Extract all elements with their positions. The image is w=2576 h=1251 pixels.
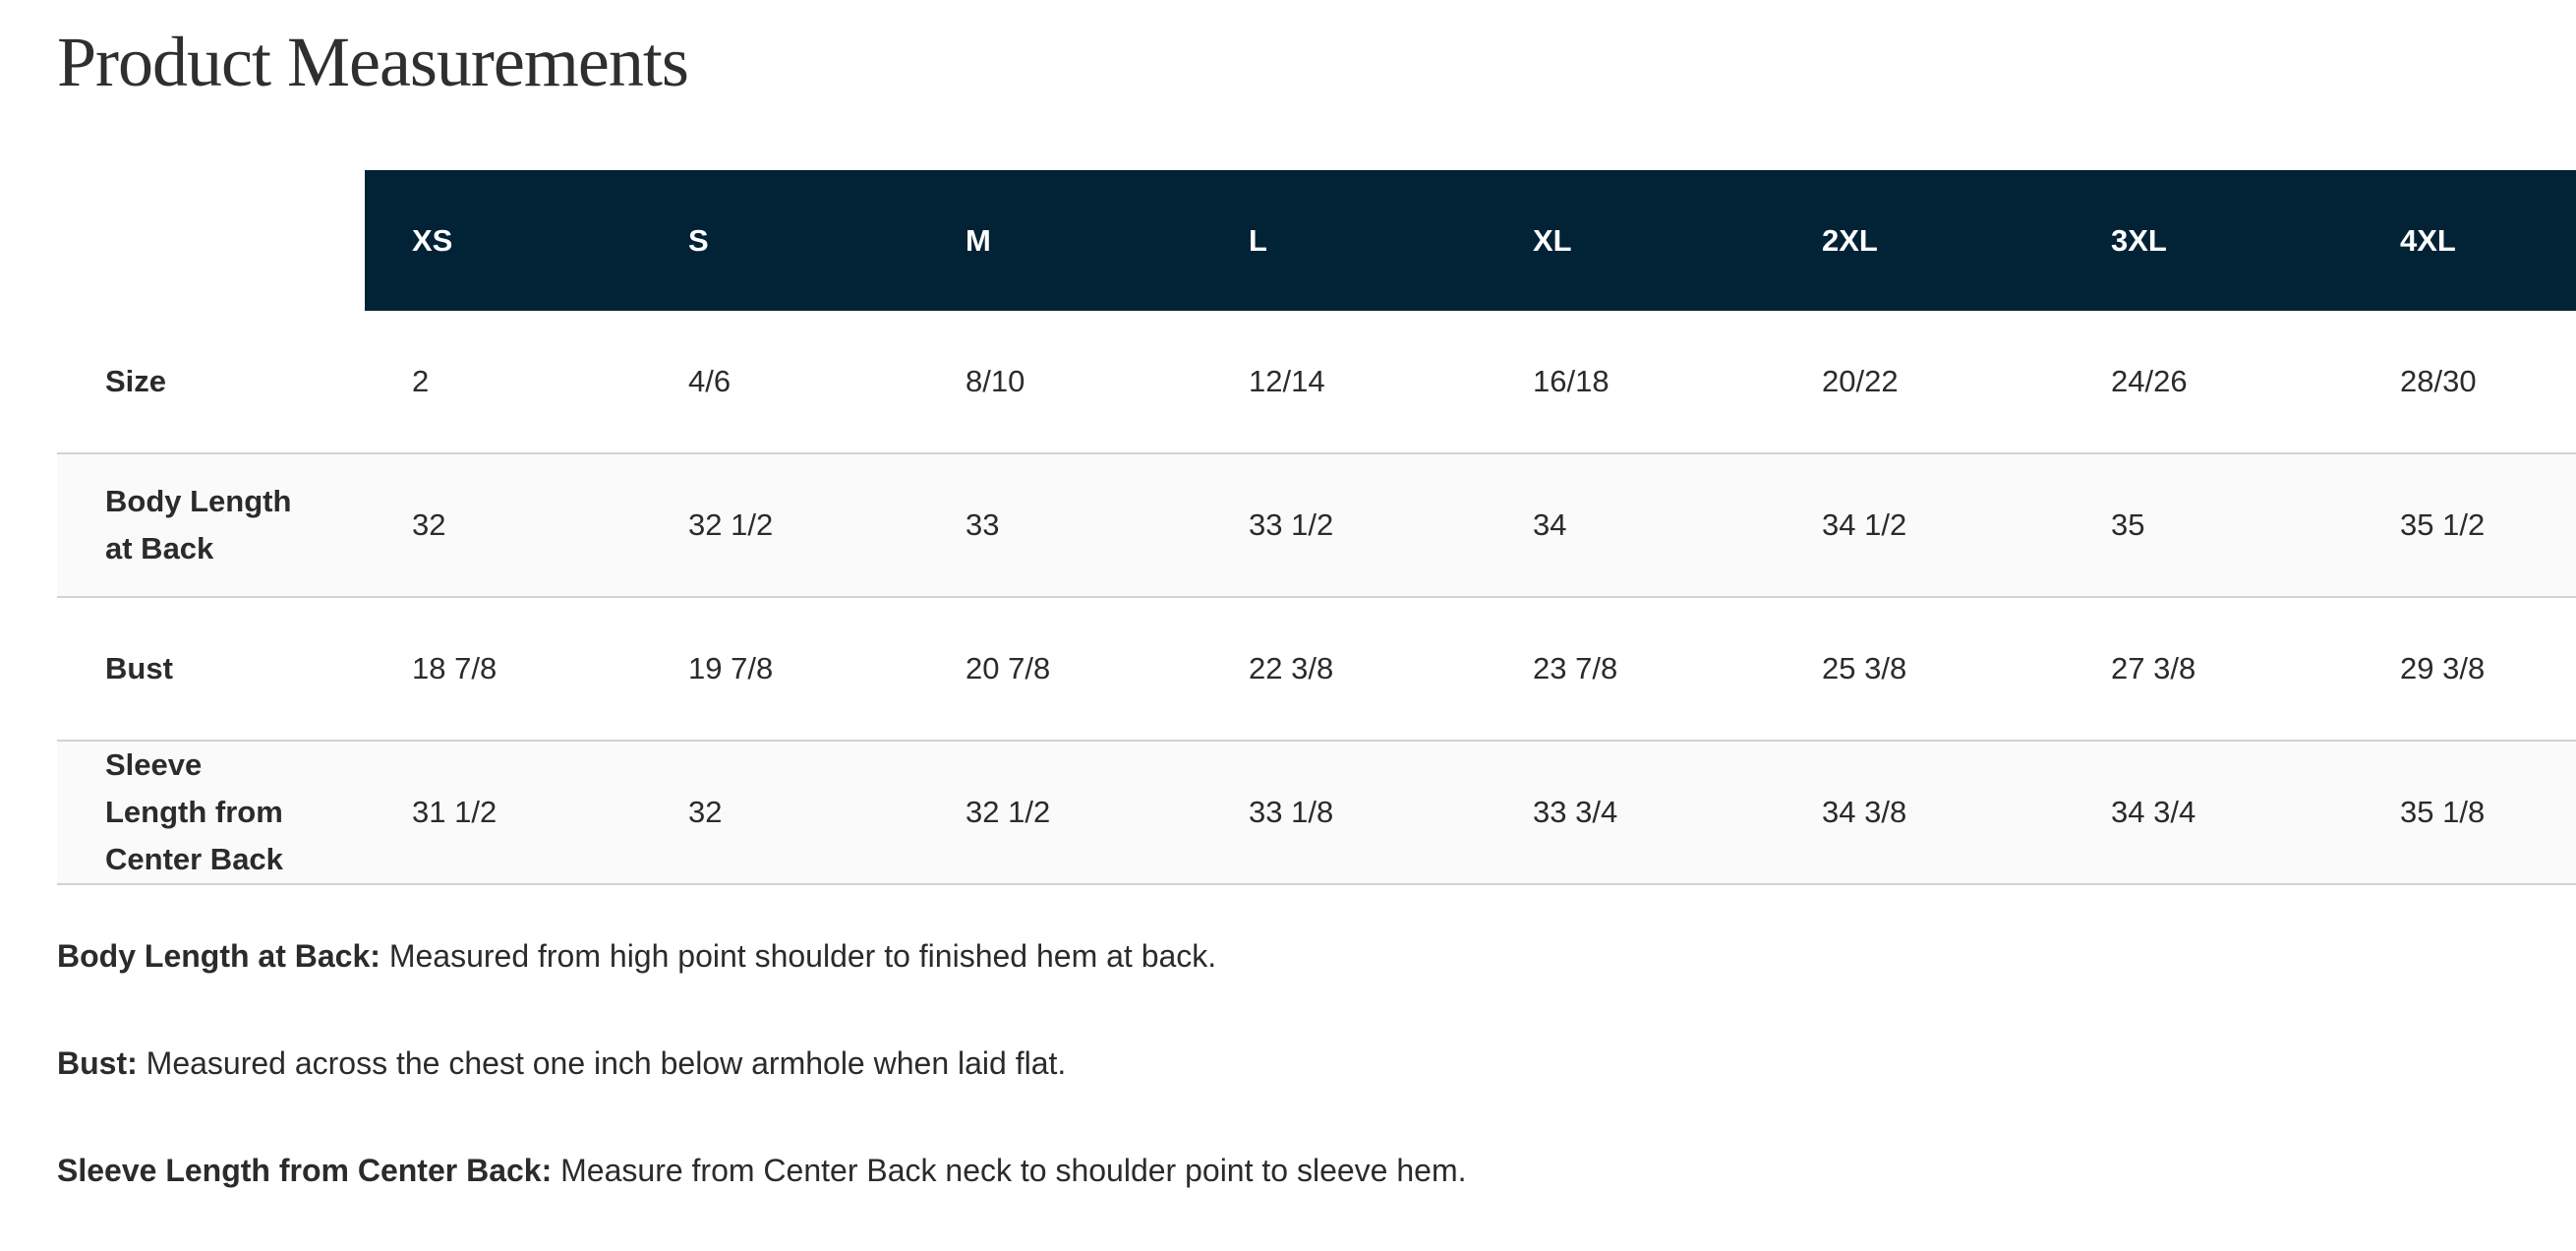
table-row: Body Length at Back 32 32 1/2 33 33 1/2 34 34 1…	[57, 454, 2576, 598]
table-cell: 27 3/8	[2111, 651, 2196, 685]
note-text: Measured across the chest one inch below…	[137, 1045, 1067, 1081]
table-cell: 22 3/8	[1249, 651, 1334, 685]
note-bust: Bust: Measured across the chest one inch…	[57, 1037, 1466, 1144]
table-cell: 18 7/8	[412, 651, 498, 685]
table-cell: 35 1/2	[2400, 507, 2486, 542]
table-cell: 24/26	[2111, 364, 2188, 398]
table-cell: 25 3/8	[1822, 651, 1907, 685]
table-cell: 16/18	[1533, 364, 1610, 398]
note-term: Bust:	[57, 1045, 138, 1081]
note-body-length: Body Length at Back: Measured from high …	[57, 929, 1466, 1037]
table-cell: 29 3/8	[2400, 651, 2486, 685]
row-label-line: Size	[105, 364, 167, 398]
table-cell: 2	[412, 364, 430, 398]
size-header-l: L	[1249, 223, 1267, 258]
size-header-s: S	[688, 223, 709, 258]
size-header-3xl: 3XL	[2111, 223, 2167, 258]
row-label: Sleeve Length from Center Back	[105, 742, 283, 883]
row-label-line: Sleeve	[105, 747, 203, 782]
table-cell: 33 1/2	[1249, 507, 1334, 542]
row-label: Bust	[105, 598, 173, 740]
row-label-line: Bust	[105, 651, 173, 685]
table-row: Bust 18 7/8 19 7/8 20 7/8 22 3/8 23 7/8 25 3/8…	[57, 598, 2576, 742]
note-term: Sleeve Length from Center Back:	[57, 1153, 553, 1188]
page-title: Product Measurements	[57, 23, 689, 101]
table-cell: 33 1/8	[1249, 795, 1334, 829]
table-cell: 20/22	[1822, 364, 1899, 398]
note-text: Measure from Center Back neck to shoulde…	[552, 1153, 1467, 1188]
table-cell: 34 3/8	[1822, 795, 1907, 829]
table-cell: 12/14	[1249, 364, 1325, 398]
table-cell: 32 1/2	[688, 507, 774, 542]
row-label-line: Center Back	[105, 842, 283, 876]
table-cell: 34 3/4	[2111, 795, 2196, 829]
note-sleeve-length: Sleeve Length from Center Back: Measure …	[57, 1144, 1466, 1251]
table-cell: 32	[688, 795, 723, 829]
table-cell: 4/6	[688, 364, 732, 398]
table-cell: 32 1/2	[966, 795, 1051, 829]
measurement-notes: Body Length at Back: Measured from high …	[57, 929, 1466, 1251]
size-header-row: XS S M L XL 2XL 3XL 4XL	[365, 170, 2576, 311]
size-header-4xl: 4XL	[2400, 223, 2456, 258]
table-cell: 8/10	[966, 364, 1025, 398]
table-cell: 28/30	[2400, 364, 2477, 398]
row-label-line: at Back	[105, 531, 214, 566]
table-row: Size 2 4/6 8/10 12/14 16/18 20/22 24/26 28/30	[57, 311, 2576, 454]
row-label: Body Length at Back	[105, 454, 291, 596]
table-cell: 20 7/8	[966, 651, 1051, 685]
size-header-xl: XL	[1533, 223, 1572, 258]
table-cell: 23 7/8	[1533, 651, 1618, 685]
table-cell: 19 7/8	[688, 651, 774, 685]
note-term: Body Length at Back:	[57, 938, 381, 974]
table-cell: 33 3/4	[1533, 795, 1618, 829]
row-label: Size	[105, 311, 166, 452]
table-cell: 33	[966, 507, 1000, 542]
size-header-m: M	[966, 223, 991, 258]
row-label-line: Length from	[105, 795, 283, 829]
size-header-2xl: 2XL	[1822, 223, 1878, 258]
table-cell: 32	[412, 507, 446, 542]
row-label-line: Body Length	[105, 484, 292, 518]
note-text: Measured from high point shoulder to fin…	[380, 938, 1217, 974]
size-header-xs: XS	[412, 223, 453, 258]
measurements-table: XS S M L XL 2XL 3XL 4XL Size 2 4/6 8/10 12/14 16/18 2…	[57, 170, 2576, 885]
table-cell: 34	[1533, 507, 1567, 542]
table-cell: 35 1/8	[2400, 795, 2486, 829]
table-cell: 31 1/2	[412, 795, 498, 829]
table-cell: 34 1/2	[1822, 507, 1907, 542]
table-cell: 35	[2111, 507, 2145, 542]
table-row: Sleeve Length from Center Back 31 1/2 32 32 1…	[57, 742, 2576, 885]
